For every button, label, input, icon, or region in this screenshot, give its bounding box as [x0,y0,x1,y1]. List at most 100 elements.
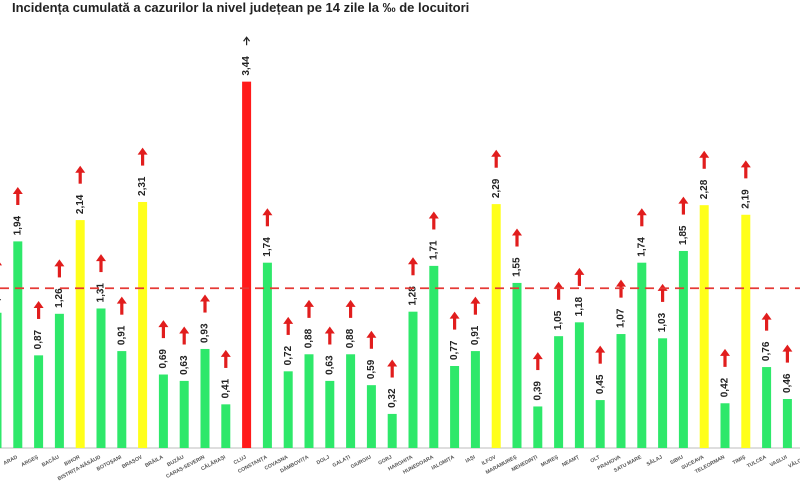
trend-arrow-icon [785,350,789,363]
trend-arrow-head-icon [304,299,314,307]
trend-arrow-icon [515,234,519,247]
value-label: 0,32 [387,388,398,408]
bar [54,313,64,448]
trend-arrow-icon [473,302,477,315]
trend-arrow-icon [99,260,103,273]
trend-arrow-icon [349,305,353,318]
value-label: 0,63 [324,355,335,375]
trend-arrow-head-icon [449,311,460,319]
bar [34,355,44,448]
trend-arrow-head-icon [512,228,522,236]
bar [179,380,189,448]
trend-arrow-icon [598,351,602,364]
value-label: 1,05 [553,310,564,330]
bar [450,365,460,448]
value-label: 1,18 [574,296,585,316]
trend-arrow-icon [57,265,61,278]
trend-arrow-icon [702,156,706,169]
trend-arrow-icon [453,317,457,330]
value-label: 0,59 [366,359,377,379]
trend-arrow-icon [78,171,82,184]
value-label: 0,41 [220,378,231,398]
value-label: 0,72 [283,345,294,365]
value-label: 0,69 [158,349,169,369]
trend-arrow-head-icon [137,147,148,155]
value-label: 1,28 [408,286,419,306]
trend-arrow-head-icon [0,262,2,266]
value-label: 0,45 [595,374,606,394]
bar [200,348,210,448]
value-label: 1,26 [54,288,65,308]
trend-arrow-icon [744,166,748,179]
category-label: IALOMIȚA [431,454,456,471]
category-label: NEAMȚ [561,454,581,468]
trend-arrow-icon [494,155,498,168]
bar [0,312,2,448]
value-label: 2,28 [699,179,710,199]
bar [96,308,106,448]
value-label: 1,74 [636,237,647,257]
trend-arrow-head-icon [158,320,169,328]
value-label: 3,44 [241,56,252,76]
category-label: CLUJ [233,454,248,466]
bar [595,400,605,448]
category-label: ARGEȘ [20,454,40,468]
value-label: 0,46 [782,373,793,393]
trend-arrow-head-icon [366,330,377,338]
bar [741,214,751,448]
category-label: BRAȘOV [121,454,144,470]
bar [346,354,356,448]
bar [574,322,584,448]
category-label: OLT [589,454,601,464]
category-label: ARAD [3,454,19,466]
value-label: 1,55 [512,257,523,277]
category-label: BRĂILA [144,453,165,468]
trend-arrow-icon [120,302,124,315]
trend-arrow-icon [203,300,207,313]
trend-arrow-head-icon [740,160,751,168]
value-label: 1,85 [678,225,689,245]
category-label: MUREȘ [540,454,560,468]
value-label: 2,29 [491,178,502,198]
bar [408,311,418,448]
trend-arrow-icon [557,287,561,300]
category-label: VÂLCEA [787,453,800,469]
value-label: 2,31 [137,176,148,196]
bar [283,371,293,448]
trend-arrow-icon [411,263,415,276]
value-label: 0,88 [304,328,315,348]
trend-arrow-head-icon [761,312,772,320]
bar [720,403,730,448]
trend-arrow-icon [577,273,581,286]
trend-arrow-head-icon [491,149,502,157]
bar [325,380,335,448]
trend-arrow-icon [161,326,165,339]
bar [221,404,231,448]
trend-arrow-head-icon [678,196,689,204]
trend-arrow-head-icon [699,150,710,158]
bar [762,367,772,448]
trend-arrow-head-icon [116,296,127,304]
trend-arrow-head-icon [408,257,418,265]
value-label: 0,76 [761,341,772,361]
bar [637,262,647,448]
category-label: BACĂU [41,453,61,468]
bar [658,338,668,448]
value-label: 1,94 [12,215,23,235]
value-label: 1,74 [262,237,273,257]
value-label: 0,39 [532,381,543,401]
value-label: 0,93 [200,323,211,343]
bar [429,265,439,448]
bar [366,385,376,448]
bar [262,262,272,448]
value-label: 0,91 [116,325,127,345]
trend-arrow-head-icon [720,348,730,356]
trend-arrow-icon [369,336,373,349]
trend-arrow-icon [141,153,145,166]
bar [678,250,688,448]
value-label: 2,14 [75,194,86,214]
trend-arrow-icon [536,358,540,371]
trend-arrow-icon [661,289,665,302]
trend-arrow-head-icon [553,281,564,289]
